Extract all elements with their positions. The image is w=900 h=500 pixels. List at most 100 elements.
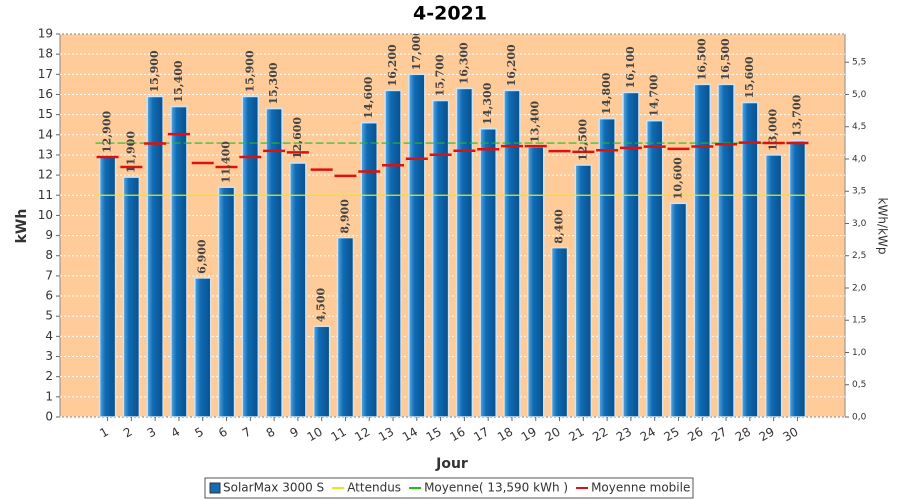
value-label: 15,400 xyxy=(172,60,185,102)
y-tick-label: 9 xyxy=(45,228,53,242)
bar xyxy=(336,236,355,417)
x-tick-label: 5 xyxy=(192,425,206,441)
value-label: 15,900 xyxy=(148,50,161,92)
value-label: 6,900 xyxy=(196,239,209,274)
value-label: 16,200 xyxy=(505,44,518,86)
bar xyxy=(527,146,545,417)
plot-layer: 12,900 11,900 15,900 15,400 6,900 11,400 15,90… xyxy=(95,28,810,417)
value-label: 10,600 xyxy=(671,157,684,199)
x-tick-label: 24 xyxy=(638,425,658,445)
bar xyxy=(289,162,307,417)
value-label: 13,700 xyxy=(790,94,803,136)
y-tick-label: 18 xyxy=(38,47,53,61)
y2-tick-label: 1,5 xyxy=(852,316,866,326)
x-tick-label: 28 xyxy=(733,425,753,445)
x-tick-label: 6 xyxy=(216,425,230,441)
bar xyxy=(741,101,759,417)
y-tick-label: 16 xyxy=(38,87,53,101)
x-tick-label: 16 xyxy=(447,425,467,445)
y2-tick-label: 2,0 xyxy=(852,283,867,293)
value-label: 13,400 xyxy=(529,100,542,142)
x-tick-label: 9 xyxy=(288,425,302,441)
x-tick-label: 13 xyxy=(376,425,396,445)
x-tick-label: 14 xyxy=(400,425,420,445)
value-label: 14,700 xyxy=(648,74,661,116)
bar xyxy=(360,121,378,417)
x-tick-label: 4 xyxy=(169,425,183,441)
bar xyxy=(312,325,331,417)
y-tick-label: 0 xyxy=(45,410,53,424)
x-tick-label: 12 xyxy=(352,425,372,445)
y-tick-label: 1 xyxy=(45,389,53,403)
legend-label: Attendus xyxy=(347,481,401,495)
y-tick-label: 17 xyxy=(38,67,53,81)
value-label: 13,000 xyxy=(767,109,780,151)
value-label: 8,900 xyxy=(338,199,351,234)
value-label: 15,300 xyxy=(267,62,280,104)
value-label: 14,800 xyxy=(600,72,613,114)
y2-tick-label: 5,5 xyxy=(852,58,866,68)
value-label: 15,900 xyxy=(243,50,256,92)
value-label: 8,400 xyxy=(553,209,566,244)
x-tick-label: 1 xyxy=(97,425,111,441)
y-tick-label: 5 xyxy=(45,309,53,323)
x-tick-label: 25 xyxy=(662,425,682,445)
x-tick-label: 19 xyxy=(519,425,539,445)
y-tick-label: 8 xyxy=(45,248,53,262)
x-axis-title: Jour xyxy=(435,456,468,472)
x-tick-label: 11 xyxy=(328,425,348,445)
y-tick-label: 12 xyxy=(38,168,53,182)
value-label: 14,600 xyxy=(362,76,375,118)
x-tick-label: 27 xyxy=(709,425,729,445)
bar xyxy=(241,95,260,417)
value-label: 17,000 xyxy=(410,28,423,70)
value-label: 15,600 xyxy=(743,56,756,98)
legend-label: Moyenne mobile xyxy=(591,481,690,495)
bar xyxy=(265,107,283,417)
y-tick-label: 14 xyxy=(38,127,53,141)
x-tick-label: 22 xyxy=(590,425,610,445)
x-tick-label: 8 xyxy=(264,425,278,441)
x-tick-label: 21 xyxy=(566,425,586,445)
y-tick-label: 15 xyxy=(38,107,53,121)
bar xyxy=(574,164,593,417)
bar xyxy=(693,83,712,417)
x-tick-label: 20 xyxy=(543,425,563,445)
plot-area xyxy=(59,33,846,418)
y2-tick-label: 4,5 xyxy=(852,122,866,132)
x-tick-label: 17 xyxy=(471,425,491,445)
bar xyxy=(431,99,450,417)
legend-label: Moyenne( 13,590 kWh ) xyxy=(424,481,568,495)
y-tick-label: 19 xyxy=(38,27,53,41)
bar xyxy=(598,117,616,417)
value-label: 16,100 xyxy=(624,46,637,88)
x-tick-label: 26 xyxy=(685,425,705,445)
x-tick-label: 15 xyxy=(424,425,444,445)
bar xyxy=(503,89,521,417)
bar xyxy=(717,83,735,417)
y2-tick-label: 0,5 xyxy=(852,380,866,390)
chart-title: 4-2021 xyxy=(413,3,487,25)
value-label: 16,200 xyxy=(386,44,399,86)
bar xyxy=(170,105,188,417)
bar xyxy=(764,154,783,417)
x-tick-label: 30 xyxy=(780,425,800,445)
y2-tick-label: 2,5 xyxy=(852,251,866,261)
legend-label: SolarMax 3000 S xyxy=(223,481,324,495)
x-tick-label: 10 xyxy=(305,425,325,445)
value-label: 16,500 xyxy=(695,38,708,80)
value-label: 11,400 xyxy=(220,141,233,183)
y-tick-label: 6 xyxy=(45,289,53,303)
value-label: 14,300 xyxy=(481,82,494,124)
bar xyxy=(217,186,236,417)
y2-tick-label: 0,0 xyxy=(852,413,867,423)
y-tick-label: 10 xyxy=(38,208,53,222)
y2-tick-label: 1,0 xyxy=(852,348,867,358)
y-tick-label: 11 xyxy=(38,188,53,202)
bar xyxy=(146,95,164,417)
y-tick-label: 4 xyxy=(45,329,53,343)
y2-tick-label: 4,0 xyxy=(852,154,867,164)
x-tick-label: 23 xyxy=(614,425,634,445)
y-tick-label: 7 xyxy=(45,268,53,282)
